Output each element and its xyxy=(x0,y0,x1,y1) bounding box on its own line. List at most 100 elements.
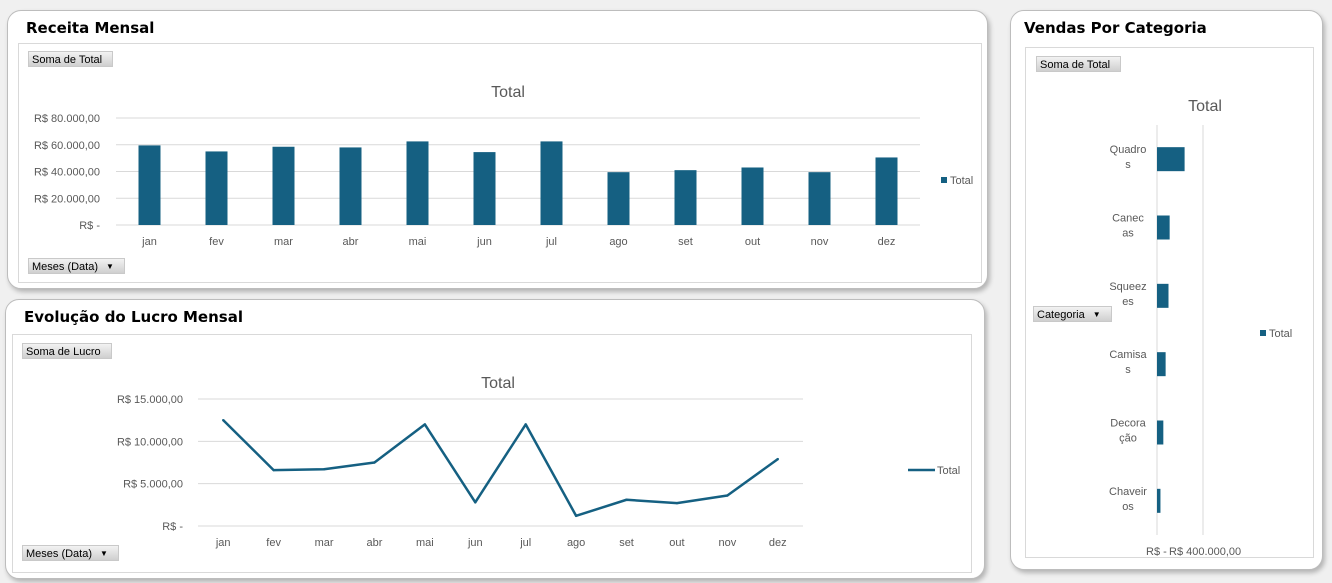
revenue-bar-chart: Total R$ - R$ 20.000,00 R$ 40.000,00 R$ 60.0… xyxy=(34,84,973,248)
x-tick-label: jan xyxy=(141,236,157,248)
bar-set xyxy=(674,170,697,225)
x-tick-label: jun xyxy=(467,537,483,549)
bar-nov xyxy=(808,172,831,225)
y-tick-label: R$ 40.000,00 xyxy=(34,167,100,179)
point-jan xyxy=(222,418,225,422)
x-tick-label: ago xyxy=(567,537,585,549)
y-tick-label: Quadro s xyxy=(1110,144,1147,171)
point-jul xyxy=(524,423,527,426)
x-tick-label: mai xyxy=(416,537,434,549)
point-dez xyxy=(776,457,779,461)
bar-out xyxy=(741,167,764,225)
bar-jan xyxy=(138,145,161,225)
profit-line-chart: Total R$ - R$ 5.000,00 R$ 10.000,00 R$ 15.00… xyxy=(117,375,960,549)
bar-Chaveiros xyxy=(1157,488,1161,513)
x-tick-label: ago xyxy=(609,236,627,248)
x-tick-label: jul xyxy=(545,236,557,248)
chart-title: Total xyxy=(491,84,525,101)
point-ago xyxy=(574,514,578,518)
dropdown-arrow-icon[interactable]: ▼ xyxy=(1092,310,1101,320)
point-mai xyxy=(423,423,427,426)
legend-square-icon xyxy=(1260,330,1266,336)
dropdown-arrow-icon[interactable]: ▼ xyxy=(100,549,108,559)
profit-card-title: Evolução do Lucro Mensal xyxy=(24,308,243,326)
x-tick-label: jul xyxy=(519,537,531,549)
x-tick-label: R$ - xyxy=(1146,546,1167,558)
y-tick-label: Canec as xyxy=(1112,213,1144,240)
point-jun xyxy=(474,501,477,504)
bar-jul xyxy=(540,141,563,225)
profit-value-field-button[interactable]: Soma de Lucro xyxy=(22,343,112,359)
category-chart-area: Soma de Total Total R$ - R$ 400.000,00 Quad… xyxy=(1025,47,1314,558)
y-tick-label: R$ 5.000,00 xyxy=(123,479,183,491)
x-tick-label: nov xyxy=(811,236,829,248)
profit-axis-field-button[interactable]: Meses (Data) ▼ xyxy=(22,545,119,561)
y-tick-label: Camisa s xyxy=(1109,349,1147,376)
x-tick-label: jan xyxy=(215,537,231,549)
x-tick-label: set xyxy=(619,537,634,549)
legend-label: Total xyxy=(937,465,960,477)
legend-label: Total xyxy=(1269,328,1292,340)
chart-title: Total xyxy=(1188,98,1222,115)
y-tick-label: R$ 10.000,00 xyxy=(117,436,183,448)
y-tick-label: R$ 15.000,00 xyxy=(117,394,183,406)
x-tick-label: set xyxy=(678,236,693,248)
y-tick-label: R$ - xyxy=(162,521,183,533)
category-axis-field-button[interactable]: Categoria ▼ xyxy=(1033,306,1112,322)
bar-Camisas xyxy=(1157,352,1166,377)
x-tick-label: mar xyxy=(315,537,334,549)
x-tick-label: out xyxy=(669,537,684,549)
revenue-chart-area: Soma de Total Total R$ - R$ 20.000,00 R$ 40… xyxy=(18,43,982,283)
line-series-total xyxy=(222,419,779,518)
x-tick-label: fev xyxy=(209,236,224,248)
revenue-axis-field-label: Meses (Data) xyxy=(32,261,99,273)
chart-title: Total xyxy=(481,375,515,392)
bar-jun xyxy=(473,152,496,225)
bar-mai xyxy=(406,141,429,225)
x-tick-label: abr xyxy=(343,236,359,248)
bar-fev xyxy=(205,151,228,225)
bar-abr xyxy=(339,147,362,225)
revenue-card: Receita Mensal Soma de Total Total R$ - R$… xyxy=(7,10,988,289)
bar-Canecas xyxy=(1157,215,1170,240)
category-axis-field-label: Categoria xyxy=(1037,309,1085,321)
profit-axis-field-label: Meses (Data) xyxy=(26,548,93,560)
x-tick-label: nov xyxy=(719,537,737,549)
revenue-value-field-button[interactable]: Soma de Total xyxy=(28,51,114,67)
y-tick-label: R$ - xyxy=(79,220,100,232)
x-tick-label: dez xyxy=(769,537,787,549)
bar-ago xyxy=(607,172,630,225)
point-set xyxy=(625,498,628,501)
x-tick-label: abr xyxy=(367,537,383,549)
point-out xyxy=(675,501,679,505)
bar-dez xyxy=(875,157,898,225)
bar-mar xyxy=(272,146,295,225)
y-tick-label: R$ 20.000,00 xyxy=(34,193,100,205)
bar-Decoração xyxy=(1157,420,1164,445)
y-tick-label: Decora ção xyxy=(1110,418,1146,445)
revenue-axis-field-button[interactable]: Meses (Data) ▼ xyxy=(28,258,125,274)
x-tick-label: out xyxy=(745,236,760,248)
x-tick-label: fev xyxy=(266,537,281,549)
y-tick-label: R$ 80.000,00 xyxy=(34,113,100,125)
x-tick-label: dez xyxy=(878,236,896,248)
category-card-title: Vendas Por Categoria xyxy=(1024,19,1207,37)
y-tick-label: R$ 60.000,00 xyxy=(34,140,100,152)
x-tick-label: mai xyxy=(409,236,427,248)
point-fev xyxy=(272,468,275,472)
x-tick-label: jun xyxy=(476,236,492,248)
profit-card: Evolução do Lucro Mensal Soma de Lucro T… xyxy=(5,299,985,579)
bar-Quadros xyxy=(1157,147,1185,172)
category-card: Vendas Por Categoria Soma de Total Total… xyxy=(1010,10,1323,570)
revenue-card-title: Receita Mensal xyxy=(26,19,155,37)
bar-Squeezes xyxy=(1157,283,1169,308)
legend-label: Total xyxy=(950,175,973,187)
category-bar-chart: Total R$ - R$ 400.000,00 Quadro s Canec as Sque… xyxy=(1109,98,1292,558)
category-value-field-button[interactable]: Soma de Total xyxy=(1036,56,1122,72)
legend-square-icon xyxy=(941,177,947,183)
profit-chart-area: Soma de Lucro Total R$ - R$ 5.000,00 R$ 10.… xyxy=(12,334,972,573)
point-nov xyxy=(726,494,729,497)
y-tick-label: Squeez es xyxy=(1109,281,1146,308)
dropdown-arrow-icon[interactable]: ▼ xyxy=(106,262,114,272)
point-abr xyxy=(373,461,376,464)
